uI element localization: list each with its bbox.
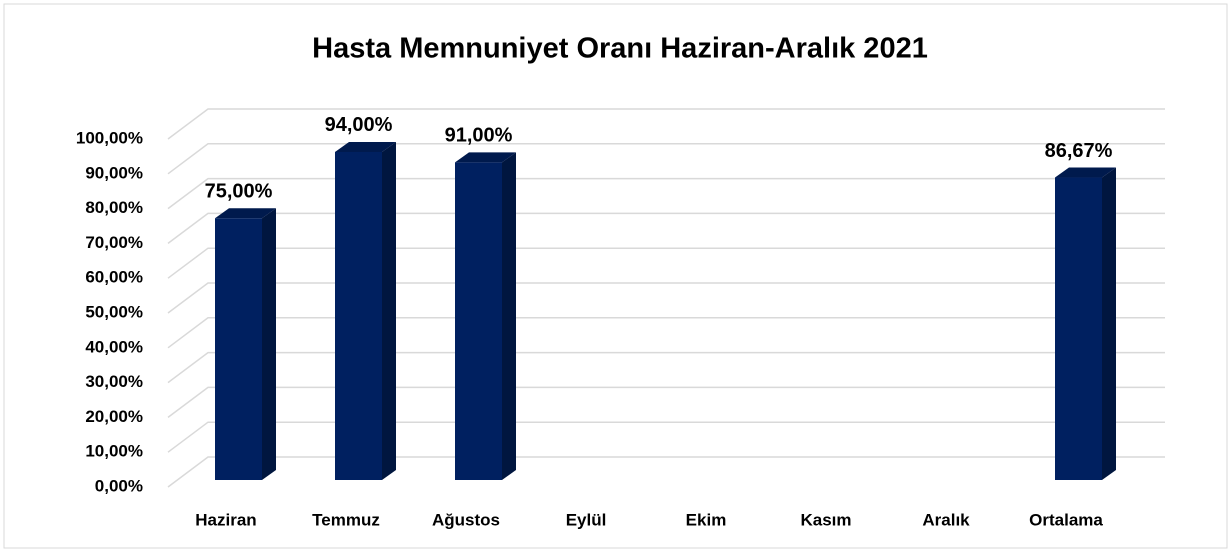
bar-side [502,152,516,480]
grid-line [167,212,1165,244]
data-label: 91,00% [445,125,513,147]
y-tick-label: 70,00% [85,233,143,252]
data-label: 75,00% [205,181,273,203]
grid-line [167,317,1165,349]
y-tick-label: 50,00% [85,302,143,321]
x-tick-label: Haziran [195,510,256,529]
x-tick-label: Aralık [922,510,970,529]
bar-top [455,152,516,163]
y-tick-label: 40,00% [85,337,143,356]
bar-side [262,208,276,480]
bar-side [1102,167,1116,480]
grid-line [167,386,1165,418]
bar [1055,177,1102,480]
grid-line [167,177,1165,210]
grid-line [167,351,1165,384]
grid-line [167,143,1165,175]
grid-line [167,421,1165,453]
y-tick-label: 20,00% [85,407,143,426]
x-tick-label: Ekim [686,510,727,529]
bar-top [335,141,396,152]
data-label: 94,00% [325,114,393,136]
grid-line [167,247,1165,279]
chart-border [3,3,1228,549]
chart-title: Hasta Memnuniyet Oranı Haziran-Aralık 20… [312,33,928,65]
y-tick-label: 30,00% [85,372,143,391]
bar [215,218,262,480]
bar [335,151,382,480]
y-tick-label: 10,00% [85,442,143,461]
x-tick-label: Temmuz [312,510,380,529]
data-label: 86,67% [1045,140,1113,162]
y-tick-label: 90,00% [85,163,143,182]
x-tick-label: Eylül [566,510,607,529]
x-tick-label: Ağustos [432,510,500,529]
x-tick-label: Kasım [800,510,851,529]
y-tick-label: 80,00% [85,198,143,217]
grid-line [167,456,1165,488]
y-tick-label: 100,00% [76,128,143,147]
grid-line [167,282,1165,314]
bar-top [1055,167,1116,178]
y-tick-label: 60,00% [85,268,143,287]
x-tick-label: Ortalama [1029,510,1103,529]
bar-side [382,141,396,480]
bar-top [215,208,276,219]
y-tick-label: 0,00% [95,476,143,495]
bar [455,162,502,480]
grid-line [167,108,1165,140]
